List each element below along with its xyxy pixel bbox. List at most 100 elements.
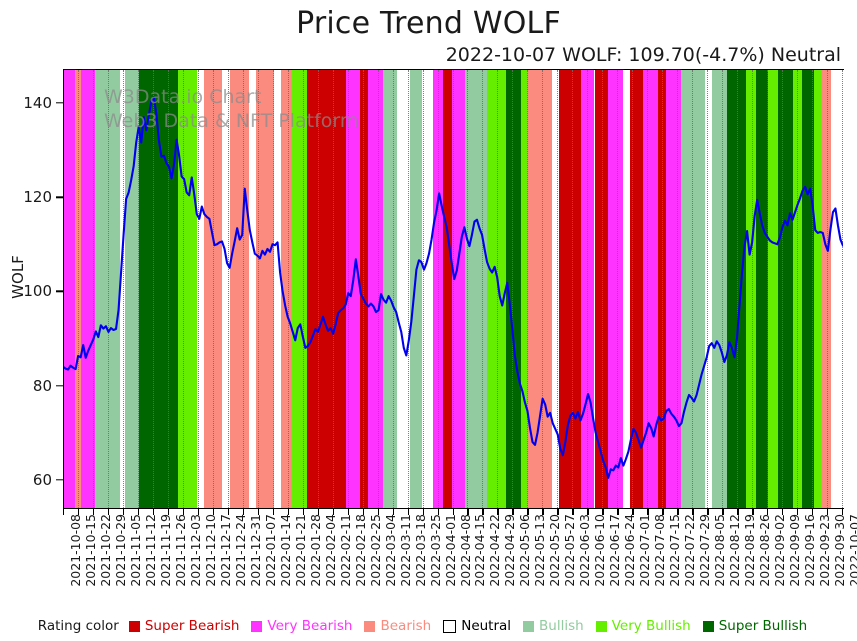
- gridline-vertical: [842, 70, 843, 508]
- x-axis-tick-mark: [842, 508, 844, 515]
- plot-area: [63, 70, 843, 508]
- gridline-vertical: [392, 70, 394, 508]
- y-axis-line: [63, 70, 65, 508]
- x-axis-tick-mark: [317, 508, 320, 515]
- legend-item[interactable]: Very Bullish: [595, 618, 691, 634]
- x-axis-tick-mark: [182, 508, 185, 515]
- x-axis-tick-mark: [557, 508, 559, 515]
- gridline-vertical: [332, 70, 334, 508]
- y-axis-tick-label: 100: [23, 282, 52, 301]
- legend-label: Neutral: [461, 618, 512, 634]
- x-axis-tick-label: 2021-10-29: [112, 514, 128, 587]
- x-axis-tick-label: 2022-06-03: [577, 514, 593, 587]
- rating-band: [409, 70, 422, 508]
- gridline-vertical: [407, 70, 409, 508]
- legend-swatch: [523, 620, 535, 632]
- rating-band: [551, 70, 559, 508]
- legend-item[interactable]: Super Bullish: [702, 618, 807, 634]
- x-axis-tick-label: 2022-05-20: [547, 514, 563, 587]
- x-axis-tick-mark: [167, 508, 170, 515]
- x-axis-tick-label: 2022-05-06: [517, 514, 533, 587]
- legend-item[interactable]: Bullish: [523, 618, 584, 634]
- gridline-vertical: [692, 70, 694, 508]
- x-axis-tick-label: 2022-02-25: [367, 514, 383, 587]
- gridline-vertical: [617, 70, 619, 508]
- legend-item[interactable]: Neutral: [443, 618, 511, 634]
- y-axis-tick-mark: [56, 102, 63, 104]
- legend-label: Bearish: [380, 618, 432, 634]
- gridline-vertical: [797, 70, 799, 508]
- x-axis-tick-label: 2022-04-08: [457, 514, 473, 587]
- gridline-vertical: [827, 70, 829, 508]
- legend-title: Rating color: [37, 618, 119, 634]
- gridline-vertical: [212, 70, 214, 508]
- x-axis-tick-label: 2021-12-10: [202, 514, 218, 587]
- x-axis-tick-mark: [707, 508, 709, 515]
- gridline-vertical: [287, 70, 289, 508]
- x-axis-tick-mark: [287, 508, 290, 515]
- x-axis-tick-mark: [377, 508, 379, 515]
- x-axis-tick-label: 2022-01-21: [292, 514, 308, 587]
- legend-item[interactable]: Very Bearish: [251, 618, 352, 634]
- rating-band: [230, 70, 250, 508]
- x-axis-tick-label: 2021-10-08: [68, 514, 83, 587]
- x-axis-tick-label: 2022-09-09: [787, 514, 803, 587]
- y-axis-ticks: 60 80 100 120 140: [0, 0, 52, 641]
- x-axis-tick-mark: [542, 508, 544, 515]
- rating-band: [756, 70, 769, 508]
- gridline-vertical: [302, 70, 304, 508]
- rating-band: [442, 70, 453, 508]
- rating-band: [368, 70, 384, 508]
- x-axis-tick-mark: [632, 508, 634, 515]
- x-axis-tick-label: 2022-04-29: [502, 514, 518, 587]
- x-axis-tick-mark: [107, 508, 110, 515]
- rating-band: [506, 70, 522, 508]
- rating-band: [203, 70, 222, 508]
- x-axis-tick-mark: [512, 508, 514, 515]
- x-axis-tick-label: 2022-01-07: [262, 514, 278, 587]
- x-axis-tick-label: 2022-03-04: [382, 514, 398, 587]
- gridline-vertical: [227, 70, 229, 508]
- legend-swatch: [251, 620, 263, 632]
- y-axis-tick-label: 140: [23, 93, 52, 112]
- gridline-vertical: [167, 70, 169, 508]
- x-axis-tick-label: 2022-08-26: [757, 514, 773, 587]
- x-axis-tick-mark: [392, 508, 394, 515]
- gridline-vertical: [107, 70, 109, 508]
- x-axis-tick-label: 2021-12-24: [232, 514, 248, 587]
- gridline-vertical: [647, 70, 649, 508]
- x-axis-tick-mark: [527, 508, 529, 515]
- rating-band: [642, 70, 658, 508]
- legend-item[interactable]: Bearish: [364, 618, 431, 634]
- gridline-vertical: [767, 70, 769, 508]
- chart-subtitle: 2022-10-07 WOLF: 109.70(-4.7%) Neutral: [445, 44, 841, 66]
- x-axis-tick-label: 2022-08-05: [712, 514, 728, 587]
- gridline-vertical: [137, 70, 139, 508]
- rating-band: [249, 70, 257, 508]
- x-axis-tick-label: 2022-09-02: [772, 514, 788, 587]
- x-axis-tick-mark: [63, 508, 65, 515]
- x-axis-tick-label: 2022-05-27: [562, 514, 578, 587]
- gridline-vertical: [377, 70, 379, 508]
- rating-band: [528, 70, 552, 508]
- gridline-vertical: [677, 70, 679, 508]
- x-axis-tick-mark: [812, 508, 814, 515]
- rating-band: [94, 70, 120, 508]
- rating-bands: [63, 70, 843, 508]
- x-axis-tick-label: 2021-11-26: [172, 514, 188, 587]
- gridline-vertical: [512, 70, 514, 508]
- legend-item[interactable]: Super Bearish: [128, 618, 239, 634]
- legend-label: Very Bearish: [267, 618, 353, 634]
- gridline-vertical: [197, 70, 199, 508]
- gridline-vertical: [482, 70, 484, 508]
- x-axis-tick-mark: [677, 508, 679, 515]
- x-axis-tick-mark: [302, 508, 305, 515]
- legend: Rating color Super Bearish Very Bearish Be…: [0, 612, 857, 640]
- gridline-vertical: [572, 70, 574, 508]
- x-axis-tick-label: 2022-06-10: [592, 514, 608, 587]
- x-axis-tick-mark: [437, 508, 439, 515]
- x-axis-tick-label: 2021-10-22: [97, 514, 113, 587]
- x-axis-tick-label: 2022-01-28: [307, 514, 323, 587]
- rating-band: [746, 70, 757, 508]
- rating-band: [307, 70, 346, 508]
